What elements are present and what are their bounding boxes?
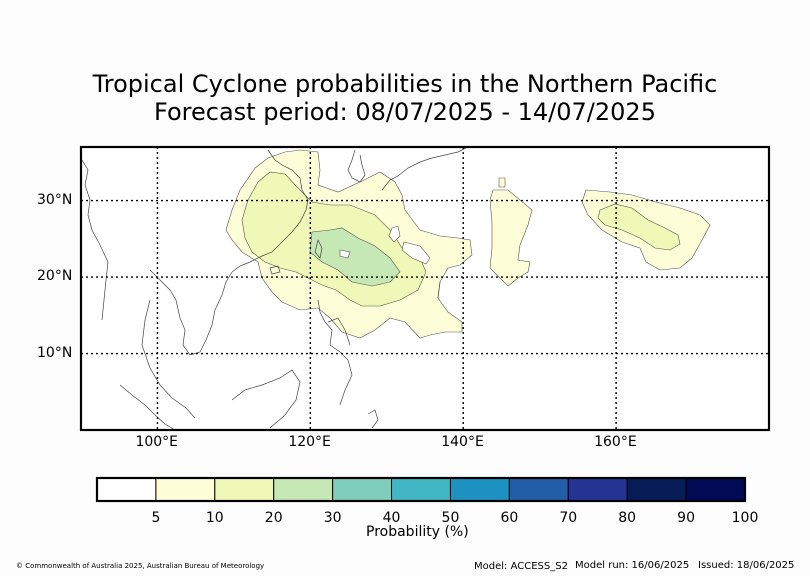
chart-subtitle: Forecast period: 08/07/2025 - 14/07/2025 xyxy=(154,98,656,126)
coast-taiwan xyxy=(314,238,323,259)
colorbar-bin xyxy=(685,477,746,502)
chart-title: Tropical Cyclone probabilities in the No… xyxy=(92,70,718,98)
colorbar-tick-label: 30 xyxy=(323,510,342,526)
coast-hainan xyxy=(269,265,281,275)
region-east-pacific-10pct xyxy=(597,203,681,251)
colorbar xyxy=(95,476,747,503)
colorbar-bin xyxy=(391,477,451,502)
colorbar-tick-label: 40 xyxy=(382,510,401,526)
colorbar-bin xyxy=(214,477,275,502)
colorbar-tick-label: 90 xyxy=(677,510,695,526)
colorbar-tick-label: 80 xyxy=(618,510,637,526)
colorbar-tick-label: 60 xyxy=(500,510,519,526)
region-asia-20pct xyxy=(309,227,401,287)
lon-tick-label: 100°E xyxy=(135,434,179,450)
coast-philippines-east xyxy=(327,317,351,346)
lon-tick-label: 140°E xyxy=(441,434,484,450)
coastlines xyxy=(81,147,467,431)
lon-tick-label: 160°E xyxy=(594,434,637,450)
coast-indochina xyxy=(149,269,233,356)
coast-india-east xyxy=(81,159,109,321)
colorbar-tick-label: 20 xyxy=(264,510,283,526)
colorbar-bin xyxy=(449,477,510,502)
copyright-text: © Commonwealth of Australia 2025, Austra… xyxy=(16,562,265,570)
coast-china-east xyxy=(231,149,309,273)
coast-philippines xyxy=(317,299,353,406)
colorbar-frame xyxy=(95,476,747,503)
map-gridlines xyxy=(81,147,769,430)
colorbar-bin xyxy=(567,477,628,502)
lon-tick-label: 120°E xyxy=(288,434,331,450)
colorbar-bin xyxy=(332,477,393,502)
colorbar-bin xyxy=(155,477,216,502)
colorbar-tick-label: 100 xyxy=(731,510,759,526)
probability-20-regions xyxy=(309,227,401,287)
colorbar-tick-label: 50 xyxy=(441,510,460,526)
colorbar-bin xyxy=(273,477,334,502)
model-run-text: Model run: 16/06/2025 xyxy=(575,560,690,571)
model-text: Model: ACCESS_S2 xyxy=(474,561,568,572)
coast-sumatra xyxy=(119,384,176,431)
colorbar-tick-label: 70 xyxy=(559,510,578,526)
colorbar-bin xyxy=(626,477,687,502)
coast-sulawesi xyxy=(367,409,379,429)
lat-tick-label: 20°N xyxy=(37,268,73,285)
probability-holes xyxy=(339,225,431,265)
coast-korea xyxy=(347,149,366,183)
colorbar-label: Probability (%) xyxy=(366,524,469,540)
coast-borneo xyxy=(231,369,301,429)
coast-malay xyxy=(141,299,196,419)
contour-lines xyxy=(437,281,441,299)
region-central-pacific-5pct xyxy=(489,189,533,287)
colorbar-bin xyxy=(508,477,569,502)
map-frame xyxy=(79,145,771,432)
lat-tick-label: 10°N xyxy=(37,344,73,361)
colorbar-bin xyxy=(96,477,157,502)
issued-text: Issued: 18/06/2025 xyxy=(698,560,795,571)
region-small-5pct xyxy=(498,177,506,188)
colorbar-tick-label: 5 xyxy=(151,510,161,526)
coast-japan xyxy=(381,147,467,191)
colorbar-tick-label: 10 xyxy=(205,510,224,526)
lat-tick-label: 30°N xyxy=(37,191,73,208)
